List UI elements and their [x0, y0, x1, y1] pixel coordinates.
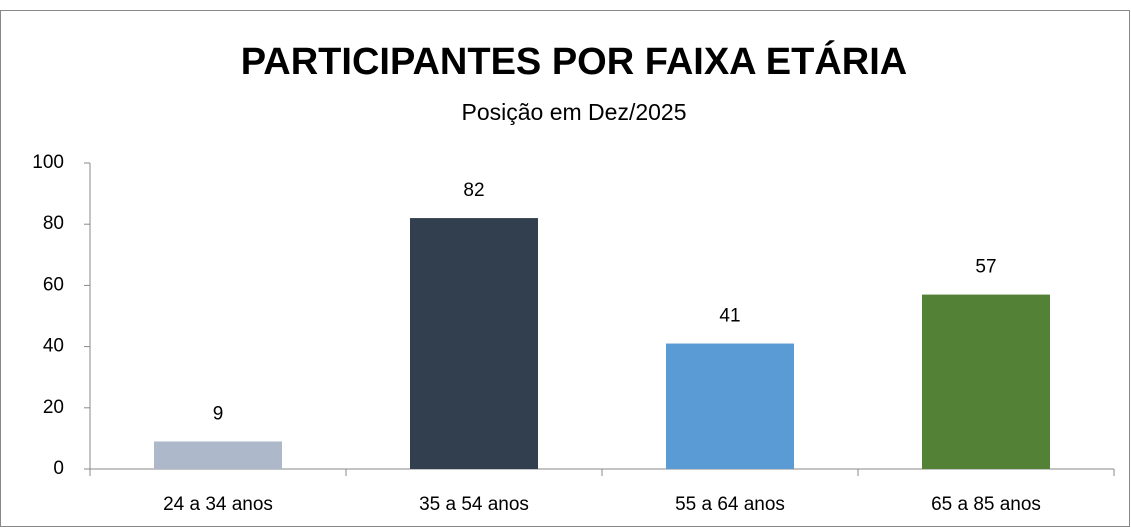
data-label: 82: [463, 180, 484, 201]
bar: [666, 343, 794, 469]
y-tick-label: 60: [43, 274, 64, 295]
bar: [922, 294, 1050, 469]
x-tick-label: 35 a 54 anos: [419, 494, 529, 515]
x-tick-label: 24 a 34 anos: [163, 494, 273, 515]
y-tick-label: 80: [43, 213, 64, 234]
x-tick-label: 55 a 64 anos: [675, 494, 785, 515]
data-label: 9: [213, 403, 224, 424]
y-tick-label: 20: [43, 397, 64, 418]
y-tick-label: 0: [53, 458, 64, 479]
chart-title: PARTICIPANTES POR FAIXA ETÁRIA: [241, 39, 907, 83]
data-label: 41: [719, 306, 740, 327]
y-tick-label: 40: [43, 336, 64, 357]
chart-subtitle: Posição em Dez/2025: [461, 99, 686, 125]
x-tick-label: 65 a 85 anos: [931, 494, 1041, 515]
bar: [154, 441, 282, 469]
bar: [410, 218, 538, 469]
y-tick-label: 100: [32, 152, 64, 173]
data-label: 57: [975, 257, 996, 278]
